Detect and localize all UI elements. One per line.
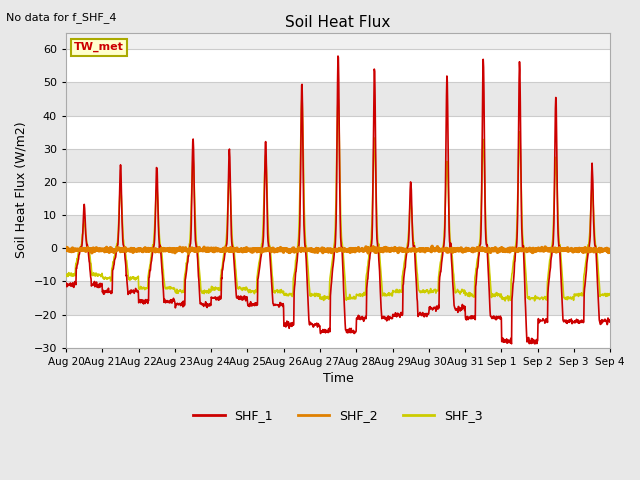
Bar (66, 149, 611, 182)
Bar (66, 116, 611, 149)
SHF_3 (501, 298, 509, 304)
SHF_3 (423, 288, 431, 294)
SHF_1 (334, 53, 342, 59)
SHF_1 (607, 318, 614, 324)
SHF_1 (183, 262, 191, 268)
Bar (66, 49, 611, 83)
SHF_2 (495, 249, 502, 255)
Bar (66, 248, 611, 281)
Text: No data for f_SHF_4: No data for f_SHF_4 (6, 12, 117, 23)
SHF_2 (244, 247, 252, 252)
Bar (66, 83, 611, 116)
SHF_2 (183, 247, 191, 253)
SHF_3 (244, 288, 252, 294)
SHF_3 (335, 96, 342, 102)
SHF_2 (185, 250, 193, 256)
SHF_2 (543, 247, 550, 252)
SHF_1 (423, 313, 431, 319)
Title: Soil Heat Flux: Soil Heat Flux (285, 15, 391, 30)
SHF_3 (183, 257, 191, 263)
Bar (66, 314, 611, 348)
SHF_1 (62, 280, 70, 286)
SHF_1 (244, 303, 252, 309)
SHF_2 (607, 248, 614, 253)
SHF_1 (170, 298, 178, 304)
Legend: SHF_1, SHF_2, SHF_3: SHF_1, SHF_2, SHF_3 (188, 405, 488, 428)
Y-axis label: Soil Heat Flux (W/m2): Soil Heat Flux (W/m2) (15, 122, 28, 259)
SHF_2 (423, 246, 431, 252)
Line: SHF_1: SHF_1 (66, 56, 611, 344)
SHF_3 (543, 297, 550, 303)
Bar (66, 182, 611, 215)
Line: SHF_3: SHF_3 (66, 99, 611, 301)
Line: SHF_2: SHF_2 (66, 246, 611, 253)
SHF_3 (170, 285, 178, 290)
Bar (66, 281, 611, 314)
SHF_2 (428, 243, 436, 249)
SHF_2 (62, 247, 70, 252)
SHF_3 (494, 291, 502, 297)
Bar (66, 215, 611, 248)
SHF_1 (494, 315, 502, 321)
SHF_3 (62, 272, 70, 277)
SHF_2 (170, 246, 178, 252)
SHF_3 (607, 291, 614, 297)
SHF_1 (543, 318, 550, 324)
Text: TW_met: TW_met (74, 42, 124, 52)
X-axis label: Time: Time (323, 372, 353, 385)
SHF_1 (531, 341, 539, 347)
